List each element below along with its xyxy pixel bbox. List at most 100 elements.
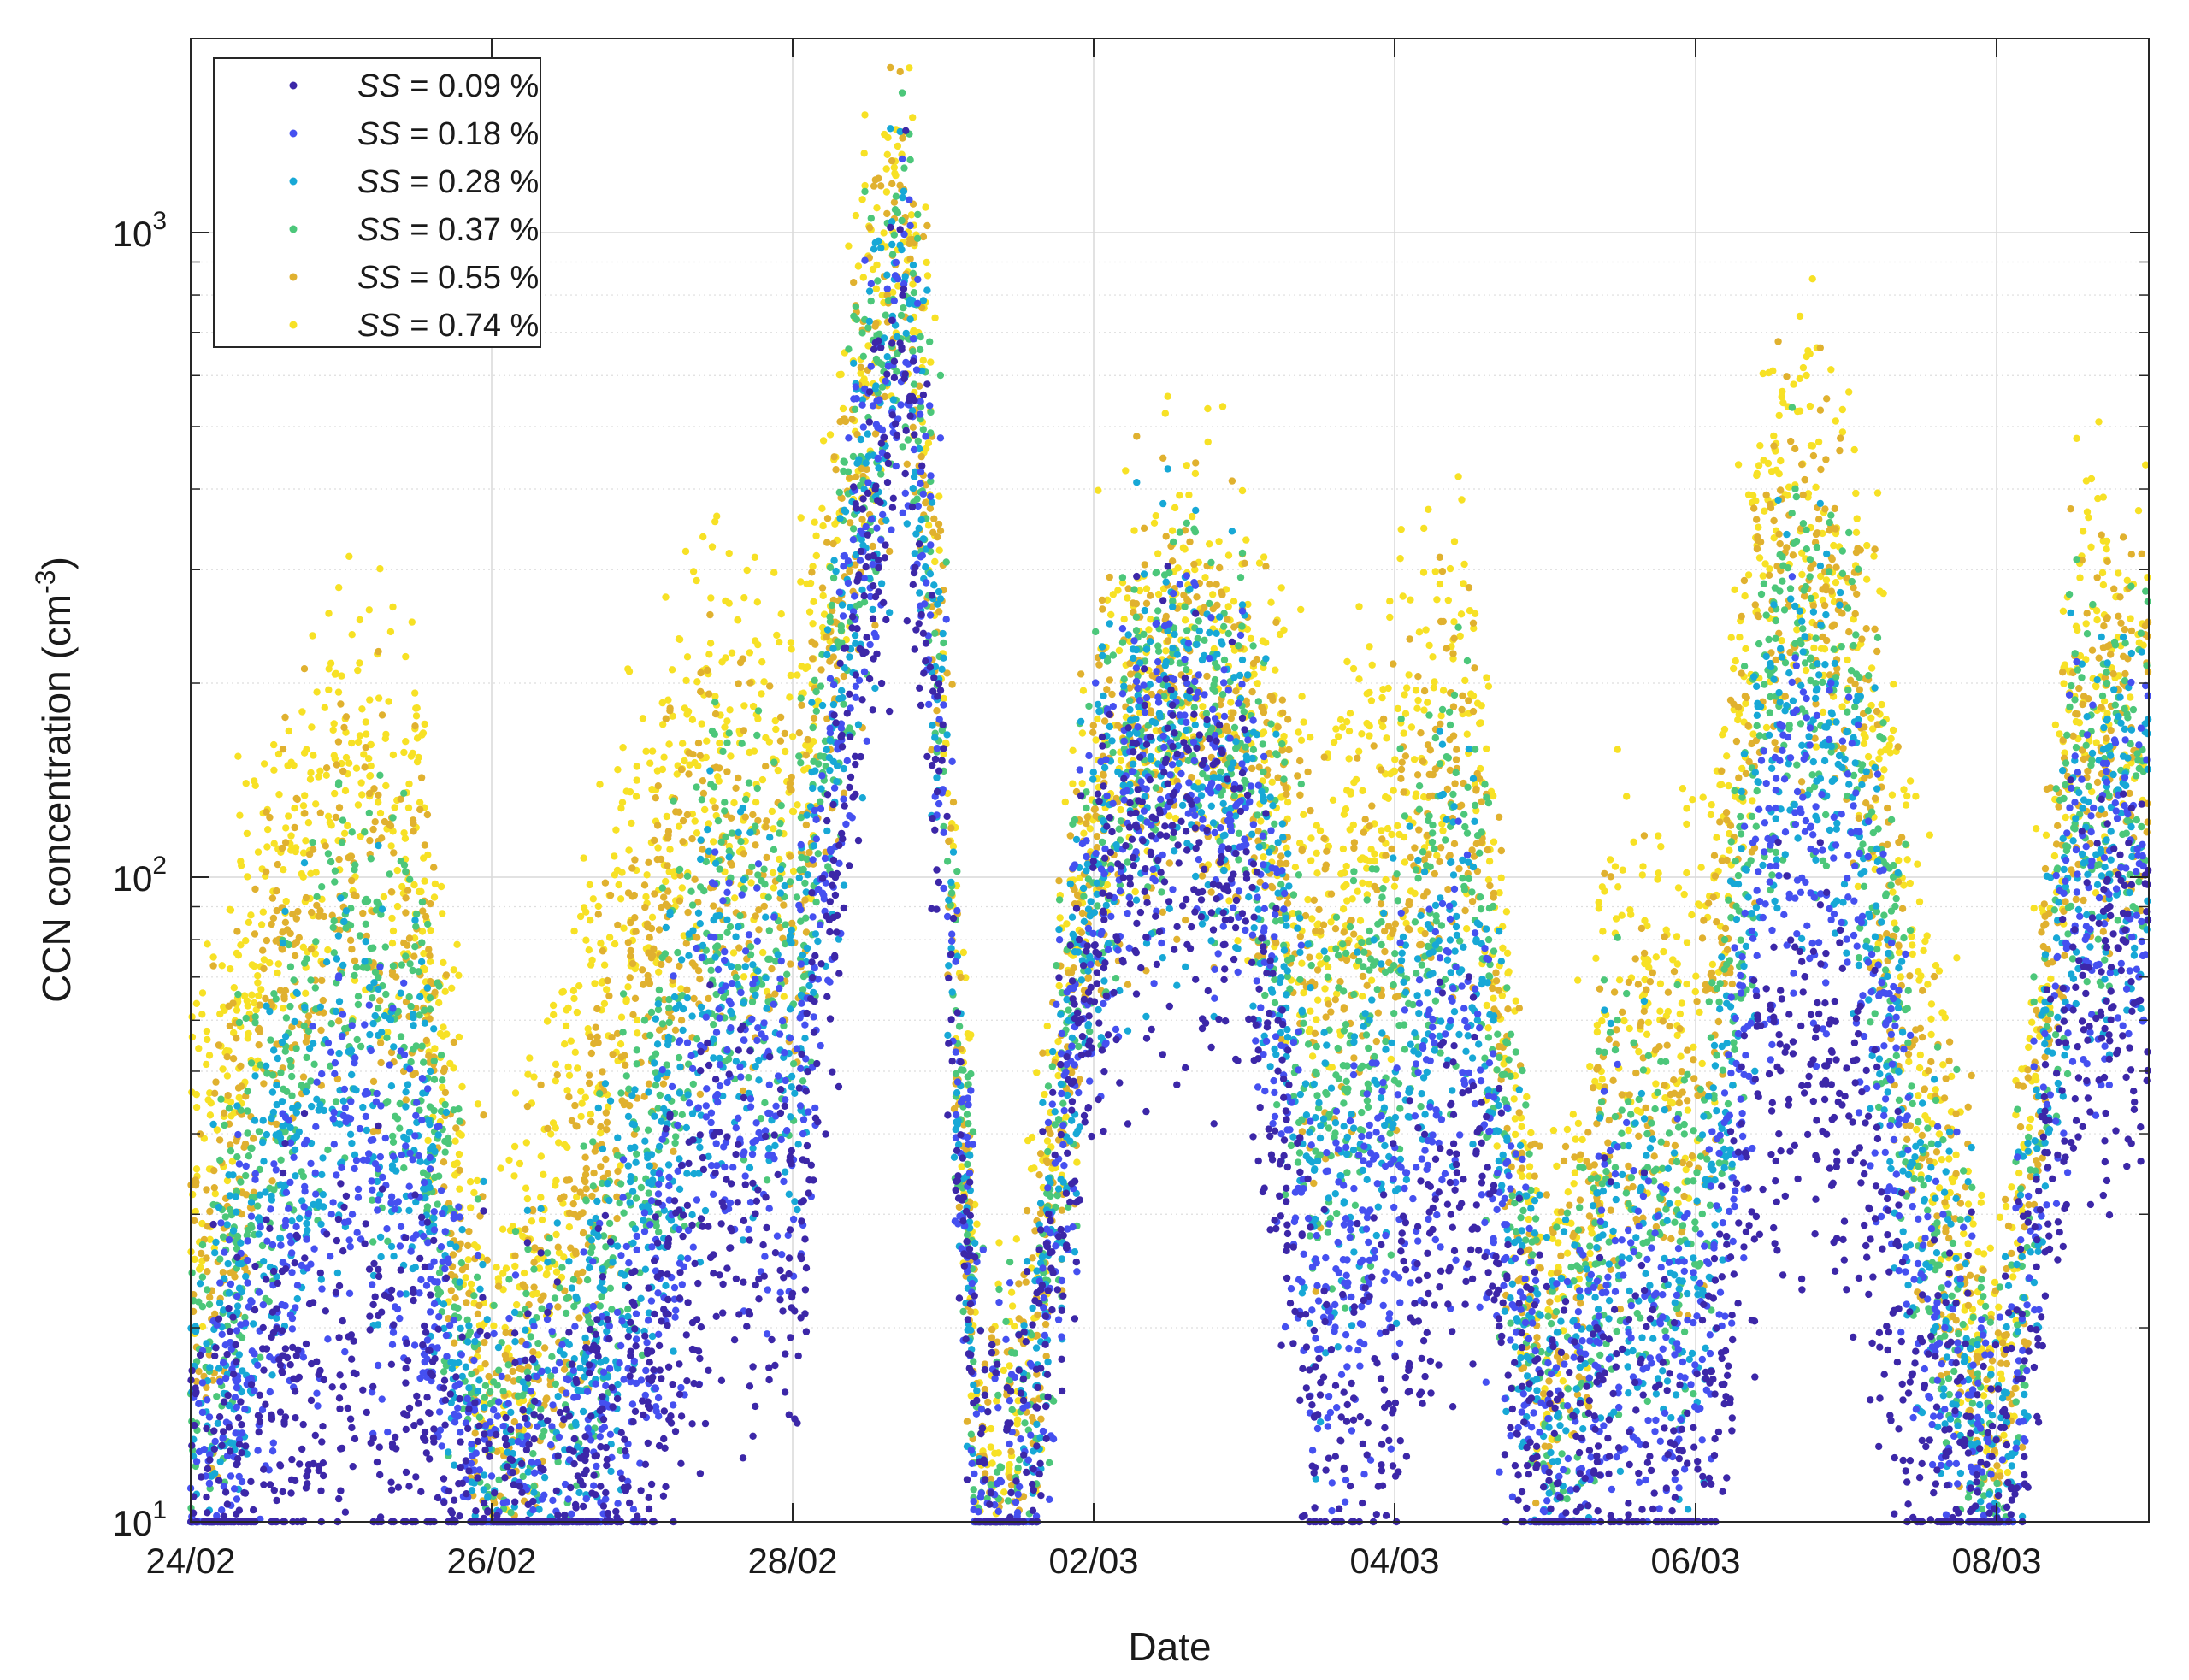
data-point [1115,646,1124,655]
data-point [1314,996,1322,1004]
data-point [1783,373,1791,380]
data-point [1033,1069,1041,1076]
data-point [365,606,373,614]
data-point [800,766,808,774]
data-point [1310,896,1319,905]
data-point [1726,822,1735,829]
data-point [1429,653,1437,661]
data-point [2107,727,2115,734]
data-point [1094,715,1101,723]
data-point [516,1159,524,1168]
data-point [818,584,827,592]
data-point [1891,919,1898,927]
data-point [321,704,328,711]
data-point [390,849,398,857]
data-point [1189,512,1196,521]
data-point [1860,740,1868,747]
data-point [967,1031,975,1039]
data-point [329,726,337,734]
data-point [1215,538,1223,545]
data-point [1978,1191,1985,1200]
data-point [1308,1052,1317,1060]
data-point [402,894,410,902]
data-point [1541,1442,1549,1450]
data-point [291,805,298,812]
data-point [1383,734,1390,742]
data-point [1315,952,1324,960]
data-point [639,966,646,974]
data-point [1164,637,1171,645]
data-point [1278,696,1287,704]
data-point [1410,756,1419,763]
data-point [188,1033,197,1041]
data-point [693,576,700,585]
data-point [362,718,369,726]
data-point [1471,664,1478,672]
data-point [751,553,758,561]
data-point [697,687,705,696]
data-point [1417,729,1425,737]
data-point [1916,1024,1925,1033]
data-point [987,1424,995,1433]
data-point [198,1011,206,1018]
data-point [1241,559,1248,567]
data-point [782,747,789,756]
data-point [1171,504,1179,512]
data-point [662,715,670,722]
data-point [2034,1161,2042,1169]
data-point [888,180,896,188]
data-point [1304,768,1312,776]
data-point [1152,512,1159,520]
data-point [522,1139,530,1147]
data-point [1969,1220,1977,1228]
data-point [1728,980,1737,988]
data-point [1431,869,1439,878]
data-point [1915,1092,1922,1099]
data-point [581,1093,589,1101]
data-point [511,1252,519,1260]
data-point [603,1118,611,1127]
data-point [593,1037,601,1046]
data-point [679,816,687,825]
data-point [664,696,672,704]
data-point [1770,442,1778,450]
data-point [585,1071,593,1079]
data-point [872,285,881,292]
data-point [1586,1063,1594,1070]
data-point [256,1001,263,1009]
data-point [612,826,620,834]
data-point [1939,1009,1947,1017]
data-point [1945,1057,1953,1065]
data-point [1130,527,1138,534]
data-point [1191,469,1200,478]
data-point [676,962,683,970]
data-point [363,730,370,738]
data-point [410,828,417,835]
data-point [1908,933,1915,940]
data-point [1593,1021,1602,1029]
data-point [1677,1052,1685,1060]
data-point [209,953,217,961]
data-point [2093,616,2101,624]
data-point [2093,574,2101,581]
data-point [1213,601,1221,609]
data-point [1932,1086,1939,1093]
data-point [2061,952,2068,959]
data-point [1484,1024,1492,1032]
data-point [701,805,709,814]
data-point [818,504,826,512]
data-point [1436,553,1444,561]
data-point [1692,972,1700,980]
data-point [316,809,324,816]
data-point [1092,736,1100,744]
data-point [565,1176,573,1184]
data-point [570,1211,578,1218]
data-point [204,1268,211,1276]
data-point [318,976,326,985]
data-point [317,1026,325,1035]
data-point [1062,1113,1070,1121]
data-point [2093,607,2101,615]
data-point [658,765,667,774]
data-point [204,1035,211,1044]
data-point [1611,863,1620,870]
